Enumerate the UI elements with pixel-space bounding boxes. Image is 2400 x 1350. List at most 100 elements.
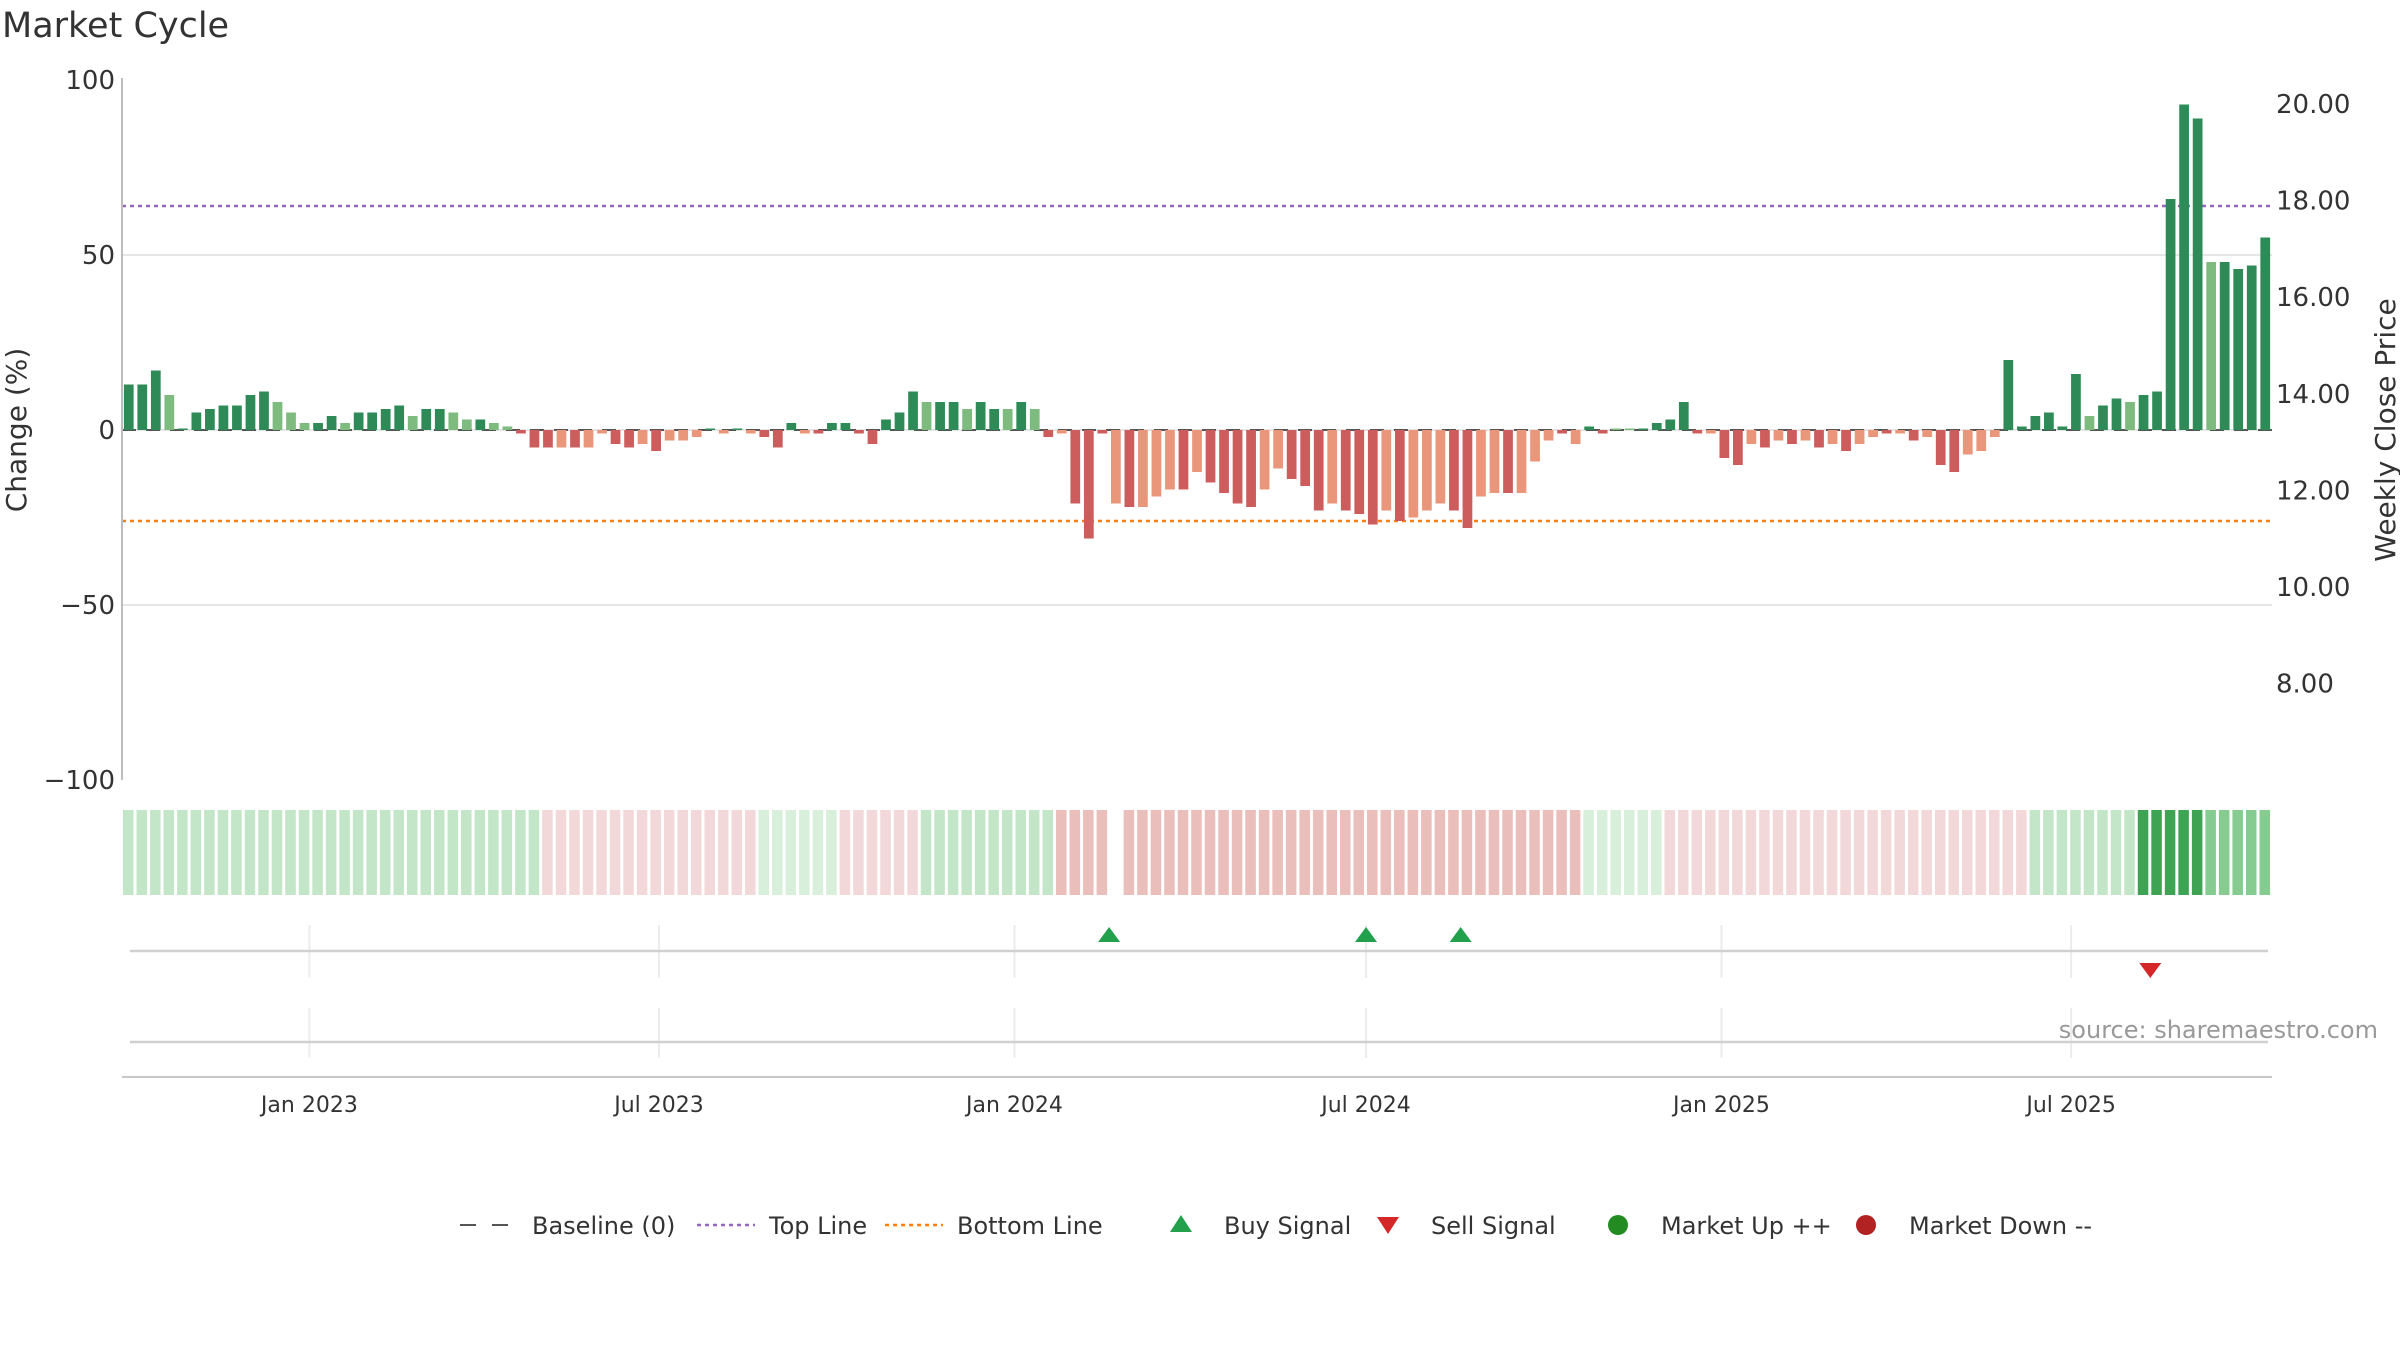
band-cell [1245, 810, 1256, 895]
band-cell [1894, 810, 1905, 895]
band-cell [1353, 810, 1365, 895]
x-tick-label: Jan 2025 [1671, 1093, 1770, 1118]
bar [2071, 374, 2081, 430]
band-cell [474, 810, 486, 895]
band-cell [244, 810, 256, 895]
bar [1354, 430, 1365, 514]
bar [380, 409, 391, 430]
legend-label: Sell Signal [1431, 1212, 1556, 1240]
bar [286, 412, 296, 430]
bar [1192, 430, 1202, 472]
buy-signal-marker [1449, 927, 1472, 942]
x-tick-label: Jul 2025 [2024, 1093, 2116, 1118]
legend-item: Bottom Line [885, 1212, 1103, 1240]
bar [1773, 430, 1784, 441]
band-cell [2002, 810, 2014, 895]
bar [1002, 409, 1013, 430]
bar [205, 409, 215, 430]
bar [1043, 430, 1054, 437]
bar [921, 402, 932, 430]
x-tick-label: Jul 2023 [612, 1093, 704, 1118]
bar [840, 423, 851, 430]
bar [1111, 430, 1121, 504]
band-cell [1732, 810, 1743, 895]
band-cell [731, 810, 743, 895]
x-tick-label: Jul 2024 [1319, 1093, 1411, 1118]
bar [1259, 430, 1270, 490]
bar [218, 405, 229, 430]
band-cell [1285, 810, 1297, 895]
band-cell [961, 810, 972, 895]
band-cell [596, 810, 607, 895]
bar [434, 409, 445, 430]
bar [2206, 262, 2217, 430]
bar [1841, 430, 1851, 451]
bar [1624, 428, 1635, 430]
band-cell [799, 810, 810, 895]
bar [2057, 426, 2068, 430]
band-cell [1637, 810, 1648, 895]
bar [353, 412, 364, 430]
band-cell [2151, 810, 2162, 895]
band-cell [1515, 810, 1527, 895]
band-cell [258, 810, 269, 895]
band-cell [1475, 810, 1486, 895]
bar [1949, 430, 1960, 472]
y-tick-label-right: 14.00 [2276, 380, 2350, 410]
legend-item: Sell Signal [1377, 1212, 1556, 1240]
bar [2016, 426, 2027, 430]
bar [421, 409, 432, 430]
y-axis-label-right: Weekly Close Price [2369, 298, 2400, 561]
legend-item: Baseline (0) [460, 1212, 675, 1240]
bar [975, 402, 986, 430]
bar [678, 430, 689, 441]
bar [772, 430, 783, 448]
bar [1678, 402, 1689, 430]
band-cell [488, 810, 499, 895]
bar [1800, 430, 1811, 441]
band-cell [2164, 810, 2176, 895]
bar [745, 430, 756, 434]
band-cell [690, 810, 702, 895]
band-cell [1610, 810, 1621, 895]
bar [1733, 430, 1743, 465]
bar [488, 423, 499, 430]
buy-signal-marker [1098, 927, 1121, 942]
bar [1719, 430, 1730, 458]
bar [1029, 409, 1040, 430]
bar [1056, 430, 1067, 434]
band-cell [204, 810, 215, 895]
bar [718, 430, 729, 434]
bar [1462, 430, 1473, 528]
bar [1516, 430, 1527, 493]
bar [1232, 430, 1243, 504]
bar [2084, 416, 2095, 430]
bar [1597, 430, 1608, 434]
bar [1489, 430, 1500, 493]
bar [2138, 395, 2149, 430]
bar [1976, 430, 1987, 451]
band-cell [1934, 810, 1946, 895]
legend-swatch [1170, 1215, 1192, 1232]
band-cell [1218, 810, 1229, 895]
bar [2044, 412, 2054, 430]
bar [2260, 237, 2271, 430]
band-cell [177, 810, 188, 895]
bar [1151, 430, 1162, 497]
bar [1286, 430, 1297, 479]
bar [299, 423, 310, 430]
band-cell [1840, 810, 1851, 895]
band-cell [528, 810, 540, 895]
bar [1611, 428, 1622, 430]
y-tick-label-right: 18.00 [2276, 187, 2350, 217]
bar [1787, 430, 1797, 444]
band-cell [1569, 810, 1581, 895]
legend-label: Market Down -- [1909, 1212, 2092, 1240]
legend-item: Buy Signal [1170, 1212, 1351, 1240]
y-tick-label-right: 8.00 [2276, 669, 2334, 699]
band-cell [1056, 810, 1067, 895]
band-cell [1407, 810, 1419, 895]
bar [164, 395, 175, 430]
legend-item: Market Up ++ [1608, 1212, 1832, 1240]
